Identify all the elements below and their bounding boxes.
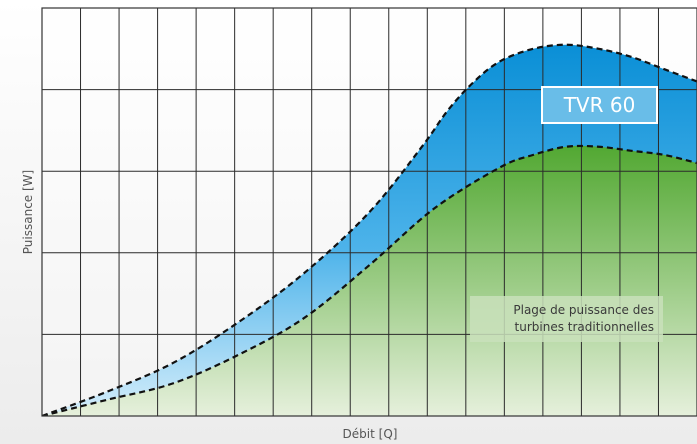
- plot-frame: [41, 7, 697, 417]
- grid-lines: [42, 8, 697, 416]
- traditional-turbine-area: [42, 145, 697, 416]
- traditional-range-label-line2: turbines traditionnelles: [515, 320, 654, 334]
- traditional-range-label-box: [470, 296, 663, 342]
- x-axis-label: Débit [Q]: [343, 427, 398, 441]
- tvr60-label-box: [541, 86, 658, 124]
- traditional-range-label-line1: Plage de puissance des: [513, 303, 654, 317]
- tvr60-label: TVR 60: [541, 86, 658, 124]
- tvr60-label-text: TVR 60: [563, 93, 636, 117]
- traditional-turbine-curve: [42, 144, 697, 416]
- traditional-range-label: Plage de puissance des turbines traditio…: [470, 296, 663, 342]
- y-axis-label: Puissance [W]: [21, 170, 35, 254]
- tvr60-curve: [42, 43, 697, 416]
